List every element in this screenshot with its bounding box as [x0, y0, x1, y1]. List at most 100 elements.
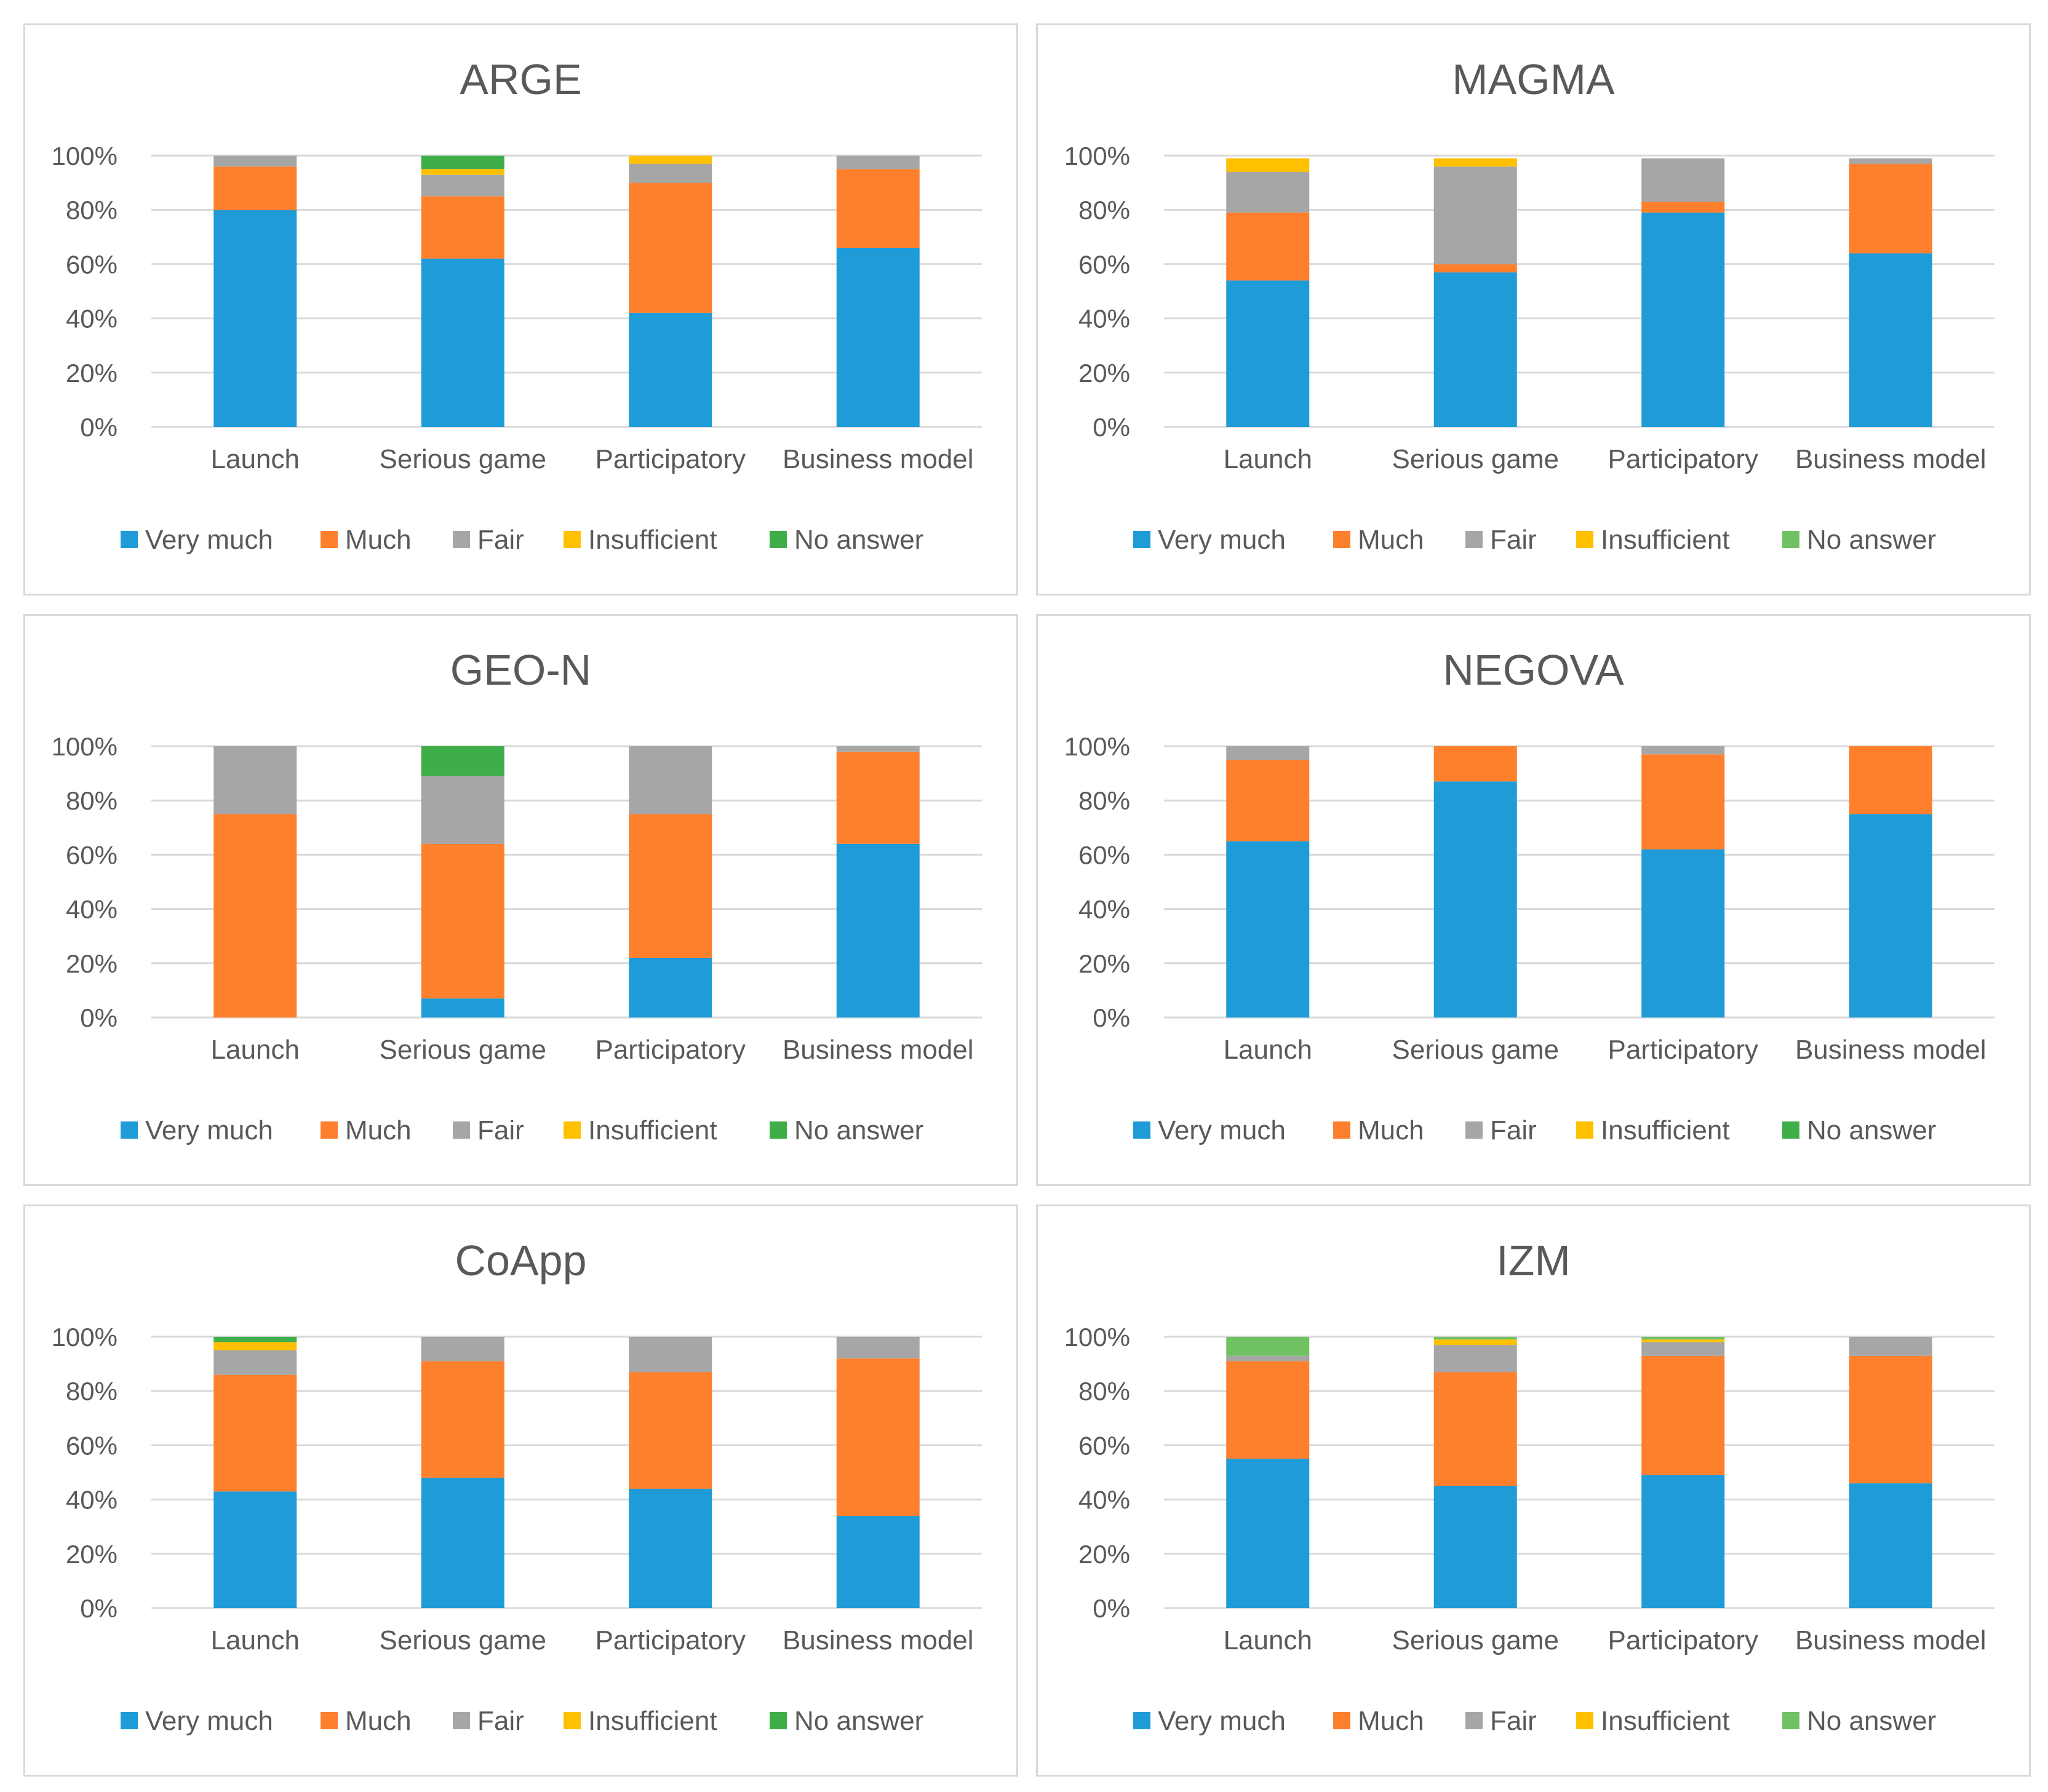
legend-swatch-fair — [453, 1712, 470, 1729]
legend-swatch-much — [321, 1121, 338, 1139]
legend-label-much: Much — [345, 525, 412, 555]
bar-fair-serious-game — [421, 776, 504, 844]
y-tick-label: 0% — [1093, 413, 1130, 442]
legend-swatch-fair — [1465, 1712, 1483, 1729]
chart-title: NEGOVA — [1443, 646, 1624, 694]
legend-label-insufficient: Insufficient — [588, 1706, 717, 1736]
legend-swatch-insufficient — [1576, 531, 1593, 548]
bar-fair-serious-game — [1433, 166, 1517, 265]
bar-much-serious-game — [1433, 264, 1517, 273]
bar-much-business-model — [836, 751, 920, 844]
x-tick-label: Launch — [1224, 1625, 1312, 1655]
bar-fair-serious-game — [421, 1337, 504, 1361]
legend-label-no-answer: No answer — [794, 1706, 923, 1736]
y-tick-label: 20% — [66, 1540, 118, 1569]
legend-swatch-much — [1333, 1712, 1350, 1729]
bar-very-much-participatory — [629, 957, 712, 1017]
legend-label-much: Much — [1358, 1115, 1424, 1145]
y-tick-label: 100% — [52, 732, 118, 761]
y-tick-label: 0% — [80, 1003, 118, 1032]
chart-panel-coapp: CoApp 0% 20% 40% 60% 80% 100% Launch Serious gam… — [23, 1205, 1018, 1777]
x-tick-label: Serious game — [1392, 444, 1559, 474]
bar-very-much-business-model — [836, 843, 920, 1017]
y-tick-label: 60% — [66, 250, 118, 279]
legend-label-insufficient: Insufficient — [1601, 1706, 1730, 1736]
x-tick-label: Launch — [211, 444, 300, 474]
bar-much-participatory — [629, 1372, 712, 1489]
y-tick-label: 0% — [1093, 1594, 1130, 1623]
x-tick-label: Launch — [211, 1625, 300, 1655]
y-tick-label: 80% — [1078, 196, 1130, 225]
legend-swatch-much — [321, 1712, 338, 1729]
legend-swatch-very-much — [1133, 531, 1150, 548]
bar-fair-launch — [213, 746, 297, 814]
bar-no-answer-serious-game — [421, 156, 504, 170]
legend-swatch-much — [1333, 531, 1350, 548]
x-tick-label: Serious game — [380, 1035, 546, 1065]
chart-svg: NEGOVA 0% 20% 40% 60% 80% 100% Launch Serious ga… — [1064, 646, 1994, 1145]
legend-label-insufficient: Insufficient — [588, 525, 717, 555]
bar-much-business-model — [1849, 164, 1932, 253]
legend-swatch-no-answer — [770, 1121, 787, 1139]
y-tick-label: 20% — [1078, 949, 1130, 978]
legend-label-no-answer: No answer — [794, 1115, 923, 1145]
bar-insufficient-serious-game — [1433, 158, 1517, 167]
bar-fair-serious-game — [421, 174, 504, 197]
y-tick-label: 40% — [66, 895, 118, 924]
bar-much-participatory — [1641, 1355, 1725, 1475]
bar-much-serious-game — [1433, 1372, 1517, 1486]
legend-swatch-very-much — [121, 1121, 138, 1139]
chart-svg: GEO-N 0% 20% 40% 60% 80% 100% Launch Serious gam… — [52, 646, 982, 1145]
legend-swatch-fair — [1465, 531, 1483, 548]
bar-fair-business-model — [836, 746, 920, 752]
bar-very-much-participatory — [629, 1488, 712, 1608]
y-tick-label: 80% — [1078, 786, 1130, 815]
x-tick-label: Serious game — [1392, 1625, 1559, 1655]
legend-swatch-much — [1333, 1121, 1350, 1139]
bar-much-launch — [213, 814, 297, 1017]
bar-fair-participatory — [629, 1337, 712, 1372]
bar-very-much-serious-game — [1433, 781, 1517, 1017]
bar-much-business-model — [1849, 746, 1932, 814]
legend-label-fair: Fair — [1490, 1706, 1537, 1736]
chart-panel-negova: NEGOVA 0% 20% 40% 60% 80% 100% Launch Serious ga… — [1036, 614, 2031, 1186]
x-tick-label: Business model — [1795, 1035, 1986, 1065]
bar-very-much-serious-game — [1433, 272, 1517, 427]
bar-insufficient-launch — [213, 1342, 297, 1351]
bar-fair-launch — [1226, 746, 1310, 760]
y-tick-label: 40% — [66, 1486, 118, 1515]
bar-fair-launch — [1226, 1355, 1310, 1361]
legend-label-fair: Fair — [1490, 525, 1537, 555]
legend-label-fair: Fair — [1490, 1115, 1537, 1145]
y-tick-label: 0% — [80, 1594, 118, 1623]
legend-swatch-very-much — [1133, 1712, 1150, 1729]
bar-fair-participatory — [1641, 158, 1725, 202]
legend-swatch-no-answer — [1782, 1121, 1799, 1139]
x-tick-label: Serious game — [380, 444, 546, 474]
bar-very-much-serious-game — [421, 1478, 504, 1608]
x-tick-label: Business model — [1795, 1625, 1986, 1655]
bar-very-much-business-model — [836, 1516, 920, 1608]
legend-label-insufficient: Insufficient — [588, 1115, 717, 1145]
legend-swatch-insufficient — [1576, 1121, 1593, 1139]
bar-fair-business-model — [836, 156, 920, 170]
bar-much-launch — [213, 166, 297, 210]
legend-swatch-no-answer — [770, 531, 787, 548]
bar-insufficient-serious-game — [1433, 1339, 1517, 1345]
bar-much-serious-game — [1433, 746, 1517, 782]
x-tick-label: Business model — [783, 1625, 974, 1655]
legend-swatch-no-answer — [1782, 1712, 1799, 1729]
legend-swatch-fair — [453, 531, 470, 548]
chart-panel-magma: MAGMA 0% 20% 40% 60% 80% 100% Launch Serious gam… — [1036, 23, 2031, 595]
legend-label-very-much: Very much — [145, 1115, 273, 1145]
legend-label-very-much: Very much — [145, 525, 273, 555]
bar-very-much-serious-game — [1433, 1486, 1517, 1608]
chart-svg: CoApp 0% 20% 40% 60% 80% 100% Launch Serious gam… — [52, 1236, 982, 1736]
legend-label-insufficient: Insufficient — [1601, 1115, 1730, 1145]
y-tick-label: 100% — [52, 141, 118, 170]
bar-very-much-business-model — [1849, 1483, 1932, 1608]
x-tick-label: Business model — [783, 444, 974, 474]
legend-label-fair: Fair — [477, 525, 524, 555]
y-tick-label: 0% — [80, 413, 118, 442]
x-tick-label: Business model — [1795, 444, 1986, 474]
